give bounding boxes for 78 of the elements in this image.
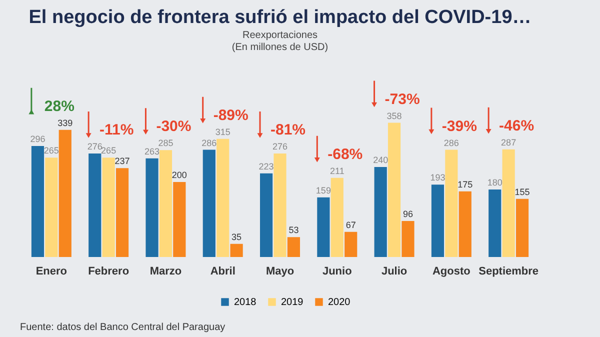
bar bbox=[402, 221, 414, 257]
annotation: -11% bbox=[99, 122, 134, 138]
x-tick-label: Julio bbox=[381, 266, 408, 278]
bar bbox=[458, 191, 472, 257]
annotation: -81% bbox=[270, 122, 306, 138]
data-label: 296 bbox=[30, 134, 46, 144]
data-label: 180 bbox=[487, 178, 502, 188]
data-label: 159 bbox=[316, 185, 331, 196]
x-tick-label: Febrero bbox=[88, 266, 130, 278]
data-label: 237 bbox=[114, 156, 130, 166]
x-tick-label: Abril bbox=[210, 266, 236, 278]
x-tick-label: Septiembre bbox=[478, 266, 539, 278]
chart-title: El negocio de frontera sufrió el impacto del COVID-19… bbox=[28, 7, 532, 28]
bar bbox=[374, 167, 387, 257]
x-tick-label: Agosto bbox=[432, 266, 471, 278]
data-label: 223 bbox=[258, 161, 274, 172]
legend-label: 2019 bbox=[281, 297, 304, 308]
bar bbox=[88, 154, 102, 257]
bar bbox=[102, 158, 115, 257]
annotation: -39% bbox=[442, 118, 477, 135]
data-label: 35 bbox=[232, 232, 242, 242]
data-label: 67 bbox=[346, 220, 356, 230]
bar bbox=[445, 150, 458, 257]
data-label: 265 bbox=[101, 146, 116, 156]
x-tick-label: Enero bbox=[36, 266, 68, 278]
legend-label: 2018 bbox=[234, 297, 257, 308]
legend-label: 2020 bbox=[328, 297, 351, 308]
bar bbox=[317, 197, 330, 257]
data-label: 286 bbox=[202, 138, 217, 148]
data-label: 155 bbox=[514, 186, 530, 197]
bar bbox=[260, 173, 273, 257]
data-label: 211 bbox=[330, 166, 344, 176]
bar bbox=[274, 154, 286, 257]
x-tick-label: Mayo bbox=[266, 266, 294, 278]
annotation: -89% bbox=[213, 106, 248, 124]
text: -73% bbox=[384, 90, 420, 108]
bar bbox=[388, 122, 401, 257]
bar bbox=[202, 150, 216, 257]
data-label: 286 bbox=[444, 138, 459, 148]
data-label: 276 bbox=[272, 142, 288, 152]
data-label: 263 bbox=[144, 146, 160, 156]
bar bbox=[58, 130, 72, 257]
annotation: -46% bbox=[499, 117, 534, 134]
data-label: 265 bbox=[44, 146, 59, 156]
bar bbox=[502, 149, 515, 257]
annotation: -68% bbox=[328, 146, 363, 163]
data-label: 276 bbox=[87, 142, 102, 152]
bar bbox=[330, 178, 344, 257]
x-tick-label: Junio bbox=[322, 266, 352, 278]
source-note: Fuente: datos del Banco Central del Paraguay bbox=[20, 322, 226, 333]
bar bbox=[173, 182, 186, 257]
data-label: 240 bbox=[373, 155, 388, 165]
data-label: 193 bbox=[430, 172, 446, 183]
data-label: 53 bbox=[288, 225, 299, 236]
text: 28% bbox=[44, 98, 74, 115]
data-label: 358 bbox=[386, 110, 402, 121]
bar bbox=[344, 232, 358, 257]
data-label: 287 bbox=[501, 137, 516, 148]
data-label: 200 bbox=[172, 170, 187, 180]
data-label: 339 bbox=[58, 118, 73, 128]
chart-subtitle: Reexportaciones (En millones de USD) bbox=[232, 30, 328, 53]
bar bbox=[159, 150, 172, 257]
bar bbox=[216, 138, 230, 257]
data-label: 315 bbox=[215, 126, 230, 137]
bar bbox=[230, 244, 243, 257]
bar bbox=[146, 158, 158, 257]
bar bbox=[45, 158, 58, 257]
data-label: 285 bbox=[158, 138, 174, 148]
bar bbox=[431, 184, 444, 257]
data-label: 96 bbox=[402, 209, 413, 219]
bar bbox=[31, 146, 44, 257]
x-tick-label: Marzo bbox=[150, 266, 182, 278]
annotation: -30% bbox=[156, 118, 192, 136]
bar bbox=[116, 168, 129, 257]
data-label: 175 bbox=[458, 179, 473, 190]
bar bbox=[516, 198, 529, 257]
bar bbox=[488, 190, 502, 257]
bar bbox=[287, 237, 300, 257]
